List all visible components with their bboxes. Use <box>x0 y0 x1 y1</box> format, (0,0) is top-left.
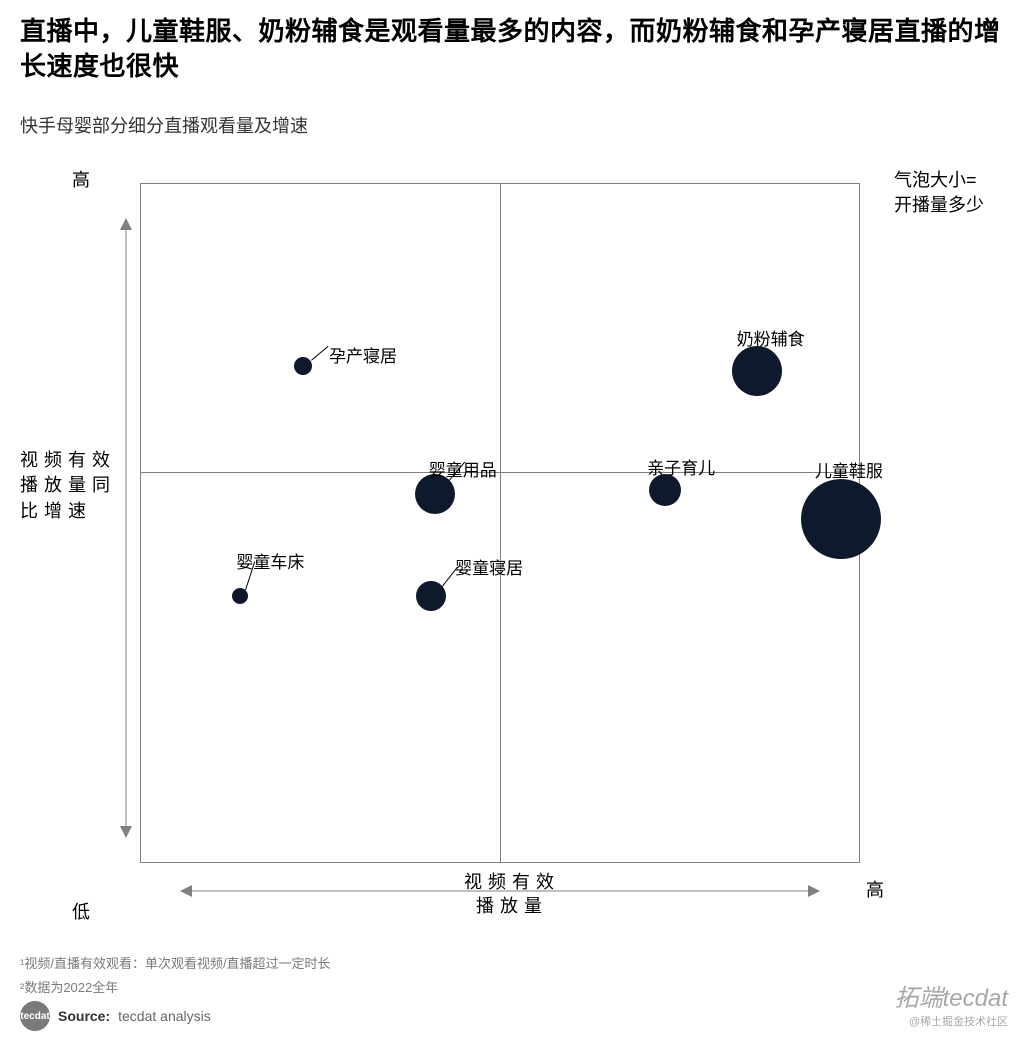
source-row: tecdat Source: tecdat analysis <box>20 1001 211 1031</box>
y-axis-low: 低 <box>72 898 90 924</box>
chart-subtitle: 快手母婴部分细分直播观看量及增速 <box>20 112 1004 138</box>
bubble-label-婴童寝居: 婴童寝居 <box>455 554 523 579</box>
quadrant-hline <box>141 472 859 473</box>
bubble-label-奶粉辅食: 奶粉辅食 <box>737 325 805 350</box>
page-title: 直播中，儿童鞋服、奶粉辅食是观看量最多的内容，而奶粉辅食和孕产寝居直播的增长速度… <box>20 14 1004 84</box>
legend-note: 气泡大小=开播量多少 <box>894 168 984 218</box>
x-axis-high: 高 <box>866 876 884 902</box>
bubble-label-孕产寝居: 孕产寝居 <box>329 342 397 367</box>
footnotes: ¹视频/直播有效观看：单次观看视频/直播超过一定时长²数据为2022全年 <box>20 952 331 999</box>
source-label: Source: <box>58 1008 110 1024</box>
bubble-chart: 高 低 视频有效播放量同比增速 气泡大小=开播量多少 孕产寝居奶粉辅食婴童用品亲… <box>20 158 1004 918</box>
bubble-label-婴童车床: 婴童车床 <box>236 548 304 573</box>
bubble-儿童鞋服 <box>801 479 881 559</box>
source-logo: tecdat <box>20 1001 50 1031</box>
footnote-line: ¹视频/直播有效观看：单次观看视频/直播超过一定时长 <box>20 952 331 975</box>
watermark-sub: @稀土掘金技术社区 <box>909 1013 1008 1029</box>
watermark-main: 拓端tecdat <box>895 978 1008 1013</box>
bubble-孕产寝居 <box>294 357 312 375</box>
bubble-label-亲子育儿: 亲子育儿 <box>647 454 715 479</box>
source-text: tecdat analysis <box>118 1008 211 1024</box>
x-axis-label: 视频有效播放量 <box>464 870 560 919</box>
quadrant-vline <box>500 184 501 862</box>
leader-line <box>311 346 328 361</box>
y-axis-high: 高 <box>72 166 90 192</box>
y-axis-label: 视频有效播放量同比增速 <box>20 448 124 524</box>
bubble-label-儿童鞋服: 儿童鞋服 <box>815 457 883 482</box>
bubble-label-婴童用品: 婴童用品 <box>429 456 497 481</box>
bubble-奶粉辅食 <box>732 346 782 396</box>
footnote-line: ²数据为2022全年 <box>20 976 331 999</box>
plot-area: 孕产寝居奶粉辅食婴童用品亲子育儿儿童鞋服婴童车床婴童寝居 <box>140 183 860 863</box>
y-axis-arrow <box>116 218 136 838</box>
